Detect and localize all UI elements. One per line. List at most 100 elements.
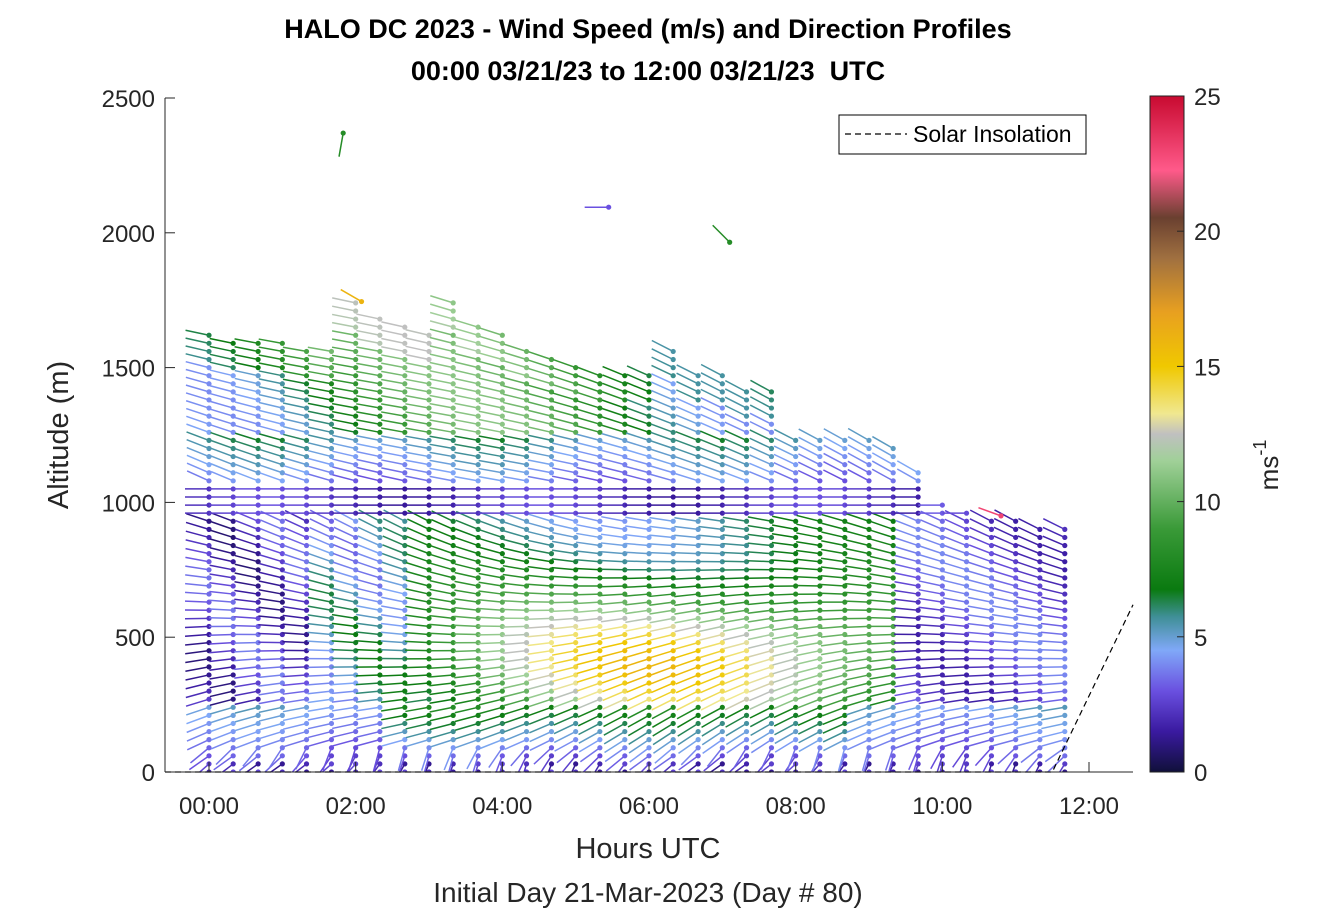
- wind-barb-point: [230, 405, 236, 411]
- wind-barb-point: [450, 445, 456, 452]
- wind-barb-point: [475, 486, 481, 492]
- wind-barb-point: [915, 680, 921, 686]
- colorbar-tick-label: 5: [1194, 625, 1207, 652]
- wind-barb-point: [206, 332, 212, 338]
- wind-barb-point: [499, 389, 505, 395]
- wind-barb-point: [402, 526, 408, 532]
- wind-barb-point: [450, 518, 456, 524]
- wind-barb-stem: [479, 537, 503, 547]
- wind-barb-stem: [712, 224, 731, 243]
- wind-barb-point: [328, 397, 335, 403]
- wind-barb-stem: [478, 682, 503, 689]
- wind-barb-point: [255, 631, 261, 638]
- wind-barb-point: [743, 470, 750, 476]
- wind-barb-point: [1013, 728, 1019, 735]
- wind-barb-point: [206, 429, 212, 435]
- wind-barb-stem: [625, 641, 650, 650]
- wind-barb-point: [206, 737, 212, 743]
- wind-barb-point: [866, 680, 872, 686]
- wind-barb-point: [353, 348, 359, 355]
- wind-barb-stem: [797, 690, 821, 700]
- wind-barb-stem: [552, 425, 576, 434]
- wind-barb-point: [206, 365, 212, 371]
- wind-barb-stem: [454, 443, 479, 450]
- wind-barb-point: [426, 567, 432, 573]
- wind-barb-stem: [870, 714, 894, 724]
- wind-barb-stem: [845, 530, 870, 539]
- wind-barb-point: [548, 745, 555, 751]
- wind-barb-point: [817, 672, 823, 678]
- wind-barb-point: [377, 559, 383, 565]
- wind-barb-point: [695, 502, 701, 508]
- wind-barb-point: [842, 607, 848, 613]
- wind-barb-stem: [502, 625, 527, 628]
- wind-barb-point: [597, 737, 603, 743]
- wind-barb-point: [279, 542, 285, 549]
- wind-barb-point: [695, 769, 701, 772]
- wind-barb-stem: [863, 763, 870, 772]
- wind-barb-point: [1062, 753, 1068, 759]
- wind-barb-point: [548, 478, 555, 484]
- wind-barb-point: [719, 631, 725, 638]
- wind-barb-stem: [210, 455, 234, 466]
- wind-barb-stem: [894, 546, 919, 555]
- wind-barb-stem: [771, 559, 796, 563]
- wind-barb-point: [622, 526, 628, 532]
- wind-barb-stem: [283, 425, 307, 434]
- wind-barb-point: [255, 365, 261, 371]
- wind-barb-stem: [967, 666, 992, 669]
- wind-barb-stem: [381, 730, 405, 739]
- wind-barb-stem: [454, 674, 479, 679]
- wind-barb-point: [646, 429, 652, 435]
- wind-barb-point: [939, 502, 945, 508]
- wind-barb-stem: [429, 706, 454, 713]
- wind-barb-point: [548, 648, 555, 654]
- wind-barb-point: [646, 518, 652, 524]
- wind-barb-point: [230, 413, 236, 419]
- wind-barb-point: [523, 688, 530, 694]
- wind-barb-stem: [405, 682, 430, 686]
- wind-barb-stem: [283, 579, 307, 587]
- wind-barb-stem: [282, 698, 307, 704]
- wind-barb-stem: [527, 426, 552, 434]
- wind-barb-point: [255, 688, 261, 694]
- wind-barb-stem: [749, 445, 772, 458]
- wind-barb-stem: [552, 450, 576, 458]
- wind-barb-stem: [650, 389, 674, 401]
- wind-barb-stem: [552, 458, 576, 466]
- wind-barb-stem: [993, 535, 1016, 547]
- wind-barb-stem: [930, 747, 943, 770]
- wind-barb-stem: [429, 641, 454, 644]
- wind-barb-stem: [700, 413, 723, 425]
- wind-barb-stem: [355, 698, 380, 703]
- wind-barb-stem: [209, 337, 234, 345]
- wind-barb-point: [866, 502, 872, 508]
- wind-barb-stem: [551, 566, 576, 571]
- wind-barb-point: [573, 478, 579, 484]
- wind-barb-point: [523, 348, 530, 355]
- wind-barb-stem: [478, 360, 503, 369]
- wind-barb-stem: [575, 625, 600, 631]
- wind-barb-point: [377, 761, 383, 767]
- wind-barb-stem: [602, 382, 626, 393]
- wind-barb-stem: [894, 554, 919, 563]
- wind-barb-stem: [429, 411, 454, 417]
- wind-barb-stem: [502, 459, 527, 466]
- wind-barb-stem: [576, 641, 601, 649]
- wind-barb-stem: [185, 539, 210, 547]
- wind-barb-stem: [478, 418, 503, 425]
- wind-barb-point: [255, 494, 261, 500]
- wind-barb-point: [670, 639, 676, 646]
- wind-barb-point: [230, 381, 236, 387]
- wind-barb-point: [523, 486, 530, 492]
- wind-barb-point: [743, 599, 750, 605]
- wind-barb-stem: [626, 682, 650, 693]
- wind-barb-stem: [552, 409, 576, 417]
- wind-barb-point: [279, 607, 285, 613]
- wind-barb-stem: [600, 533, 625, 539]
- wind-barb-point: [475, 470, 481, 476]
- wind-barb-stem: [576, 649, 601, 657]
- wind-barb-point: [597, 534, 603, 541]
- wind-barb-point: [768, 696, 775, 702]
